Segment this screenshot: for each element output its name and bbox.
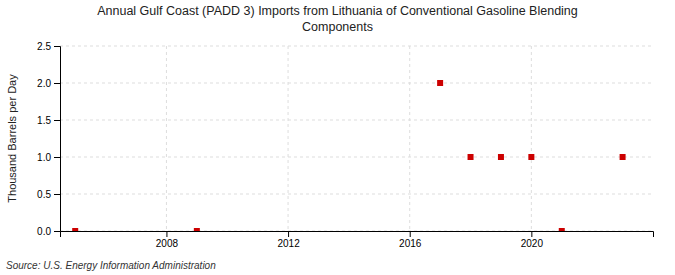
x-tick-mark bbox=[166, 231, 167, 237]
point bbox=[620, 154, 626, 160]
point bbox=[559, 228, 565, 231]
grid-line-y bbox=[60, 157, 653, 158]
y-tick: 0.5 bbox=[37, 189, 60, 200]
y-axis: 0.0 0.5 1.0 1.5 2.0 2.5 bbox=[37, 41, 60, 237]
x-tick: 2008 bbox=[156, 231, 179, 249]
x-tick-mark bbox=[288, 231, 289, 237]
y-tick: 1.5 bbox=[37, 115, 60, 126]
y-tick: 2.5 bbox=[37, 41, 60, 52]
y-tick-label: 2.5 bbox=[37, 41, 51, 52]
grid-line-x bbox=[288, 46, 289, 231]
y-tick-label: 2.0 bbox=[37, 78, 51, 89]
x-tick: 2016 bbox=[399, 231, 422, 249]
y-axis-title: Thousand Barrels per Day bbox=[6, 74, 18, 203]
point bbox=[437, 80, 443, 86]
x-tick: 2020 bbox=[521, 231, 544, 249]
chart-title: Annual Gulf Coast (PADD 3) Imports from … bbox=[97, 4, 578, 34]
y-tick-mark bbox=[54, 120, 60, 121]
y-tick: 2.0 bbox=[37, 78, 60, 89]
x-axis-line bbox=[61, 232, 654, 238]
chart-title-line: Annual Gulf Coast (PADD 3) Imports from … bbox=[97, 4, 578, 18]
plot-area: 2008 2012 2016 2020 0.0 0.5 1.0 1.5 2.0 2.5 bbox=[37, 41, 653, 249]
y-tick-label: 0.0 bbox=[37, 226, 51, 237]
points bbox=[72, 80, 625, 231]
point bbox=[498, 154, 504, 160]
x-axis: 2008 2012 2016 2020 bbox=[61, 231, 654, 249]
point bbox=[72, 228, 78, 231]
grid bbox=[60, 46, 653, 231]
y-tick-label: 1.0 bbox=[37, 152, 51, 163]
grid-line-x bbox=[166, 46, 167, 231]
x-tick-label: 2016 bbox=[399, 238, 422, 249]
grid-line-y bbox=[60, 83, 653, 84]
x-tick-label: 2012 bbox=[277, 238, 300, 249]
x-tick-mark bbox=[531, 231, 532, 237]
x-tick-label: 2020 bbox=[521, 238, 544, 249]
x-tick-mark bbox=[410, 231, 411, 237]
x-tick-label: 2008 bbox=[156, 238, 179, 249]
y-axis-line bbox=[54, 47, 61, 232]
y-tick-mark bbox=[54, 83, 60, 84]
grid-line-x bbox=[531, 46, 532, 231]
y-tick-label: 1.5 bbox=[37, 115, 51, 126]
grid-line-y bbox=[60, 120, 653, 121]
grid-line-y bbox=[60, 46, 653, 47]
chart-container: Annual Gulf Coast (PADD 3) Imports from … bbox=[0, 0, 675, 275]
grid-line-x bbox=[409, 46, 410, 231]
y-tick-mark bbox=[54, 157, 60, 158]
grid-line-y bbox=[60, 194, 653, 195]
y-tick-label: 0.5 bbox=[37, 189, 51, 200]
point bbox=[468, 154, 474, 160]
x-tick: 2012 bbox=[277, 231, 300, 249]
y-tick-mark bbox=[54, 231, 60, 232]
source-note: Source: U.S. Energy Information Administ… bbox=[6, 260, 216, 271]
point bbox=[194, 228, 200, 231]
y-tick-mark bbox=[54, 46, 60, 47]
y-tick-mark bbox=[54, 194, 60, 195]
chart-svg: Annual Gulf Coast (PADD 3) Imports from … bbox=[0, 0, 675, 275]
point bbox=[528, 154, 534, 160]
y-tick: 0.0 bbox=[37, 226, 60, 237]
chart-title-line: Components bbox=[302, 20, 373, 34]
y-tick: 1.0 bbox=[37, 152, 60, 163]
